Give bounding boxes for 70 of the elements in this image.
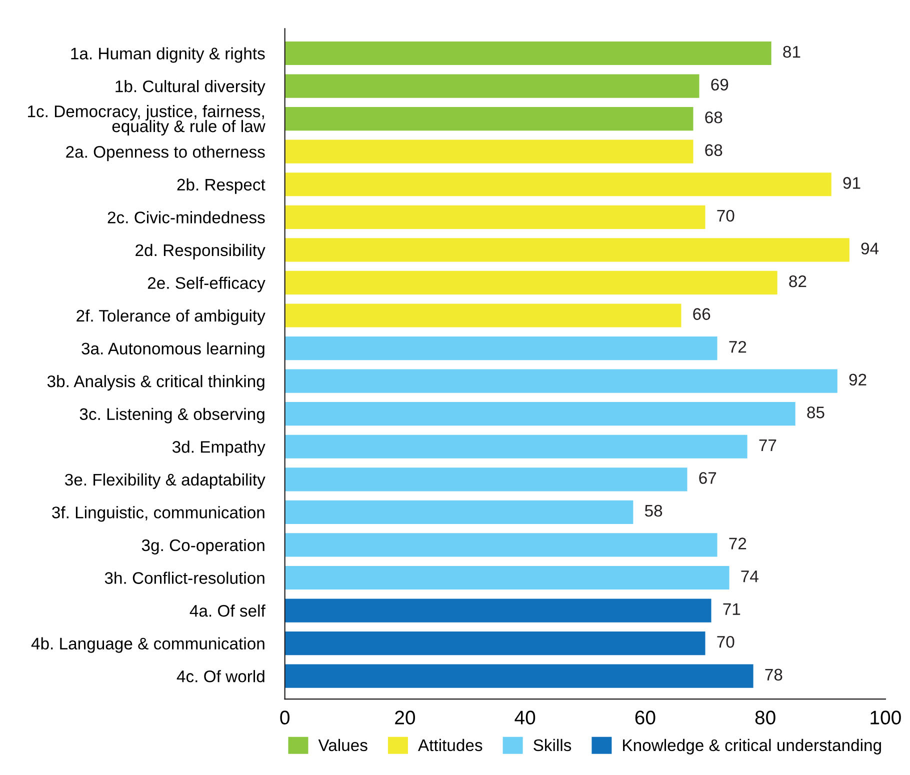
- x-tick-label: 60: [635, 710, 656, 724]
- bar: [284, 304, 682, 328]
- data-label: 72: [729, 340, 746, 353]
- legend-label: Attitudes: [418, 738, 482, 752]
- bar: [284, 41, 772, 66]
- legend-label: Skills: [534, 738, 572, 752]
- data-label: 70: [717, 210, 734, 222]
- data-label: 71: [723, 603, 740, 615]
- data-label: 91: [843, 177, 860, 189]
- y-tick-label: 3g. Co-operation: [142, 538, 264, 554]
- legend-label: Values: [318, 738, 368, 752]
- y-tick-label: 3e. Flexibility & adaptability: [65, 473, 266, 489]
- y-tick-label: 3f. Linguistic, communication: [52, 506, 264, 522]
- x-tick-label: 100: [870, 710, 901, 724]
- y-tick-label: 3b. Analysis & critical thinking: [47, 375, 264, 391]
- bar: [284, 664, 754, 688]
- data-label: 69: [711, 78, 728, 91]
- bar: [284, 500, 634, 524]
- data-label: 85: [807, 406, 824, 418]
- bar: [284, 402, 796, 426]
- data-label: 68: [705, 111, 722, 124]
- data-label: 94: [861, 242, 879, 254]
- data-label: 66: [693, 308, 710, 320]
- data-label: 92: [849, 374, 866, 386]
- y-tick-label: 1a. Human dignity & rights: [71, 47, 265, 63]
- data-label: 78: [765, 668, 782, 681]
- x-tick-label: 80: [755, 710, 776, 724]
- legend-label: Knowledge & critical understanding: [623, 738, 881, 754]
- data-label: 67: [699, 472, 716, 484]
- bar: [284, 205, 706, 229]
- bar: [284, 74, 700, 98]
- data-label: 70: [717, 636, 734, 648]
- y-tick-label: 2f. Tolerance of ambiguity: [76, 309, 266, 326]
- x-tick-label: 20: [395, 710, 416, 724]
- y-tick-label: 3c. Listening & observing: [80, 408, 264, 424]
- bar: [284, 107, 694, 131]
- y-tick-label: 1c. Democracy, justice, fairness, equality & rule of law: [28, 105, 266, 136]
- y-tick-label: 2c. Civic-mindedness: [108, 211, 265, 224]
- data-label: 74: [741, 570, 758, 582]
- x-tick-label: 0: [280, 710, 290, 724]
- bar: [284, 369, 838, 393]
- y-tick-label: 3h. Conflict-resolution: [104, 572, 264, 584]
- bar: [284, 434, 748, 458]
- bar: [284, 172, 832, 196]
- y-tick-label: 4c. Of world: [176, 670, 264, 682]
- bar: [284, 632, 706, 656]
- data-label: 72: [729, 538, 746, 550]
- y-tick-label: 2b. Respect: [177, 178, 266, 194]
- bar: [284, 533, 718, 557]
- data-label: 68: [705, 144, 722, 156]
- y-tick-label: 2a. Openness to otherness: [66, 146, 265, 162]
- bar: [284, 238, 850, 262]
- bar: [284, 140, 694, 164]
- data-label: 82: [789, 275, 806, 288]
- bar: [284, 336, 718, 360]
- data-label: 77: [759, 439, 776, 451]
- bar: [284, 270, 778, 295]
- y-tick-label: 1b. Cultural diversity: [116, 80, 266, 96]
- data-label: 81: [783, 46, 800, 58]
- y-tick-label: 3a. Autonomous learning: [82, 342, 264, 358]
- bar: [284, 598, 712, 622]
- bar: [284, 566, 730, 590]
- bar: [284, 468, 688, 492]
- y-tick-label: 4b. Language & communication: [31, 637, 264, 653]
- y-tick-label: 3d. Empathy: [172, 440, 266, 456]
- data-label: 58: [644, 504, 662, 517]
- y-tick-label: 4a. Of self: [190, 604, 266, 617]
- x-tick-label: 40: [514, 710, 536, 724]
- y-tick-label: 2e. Self-efficacy: [148, 276, 266, 292]
- y-tick-label: 2d. Responsibility: [136, 244, 266, 260]
